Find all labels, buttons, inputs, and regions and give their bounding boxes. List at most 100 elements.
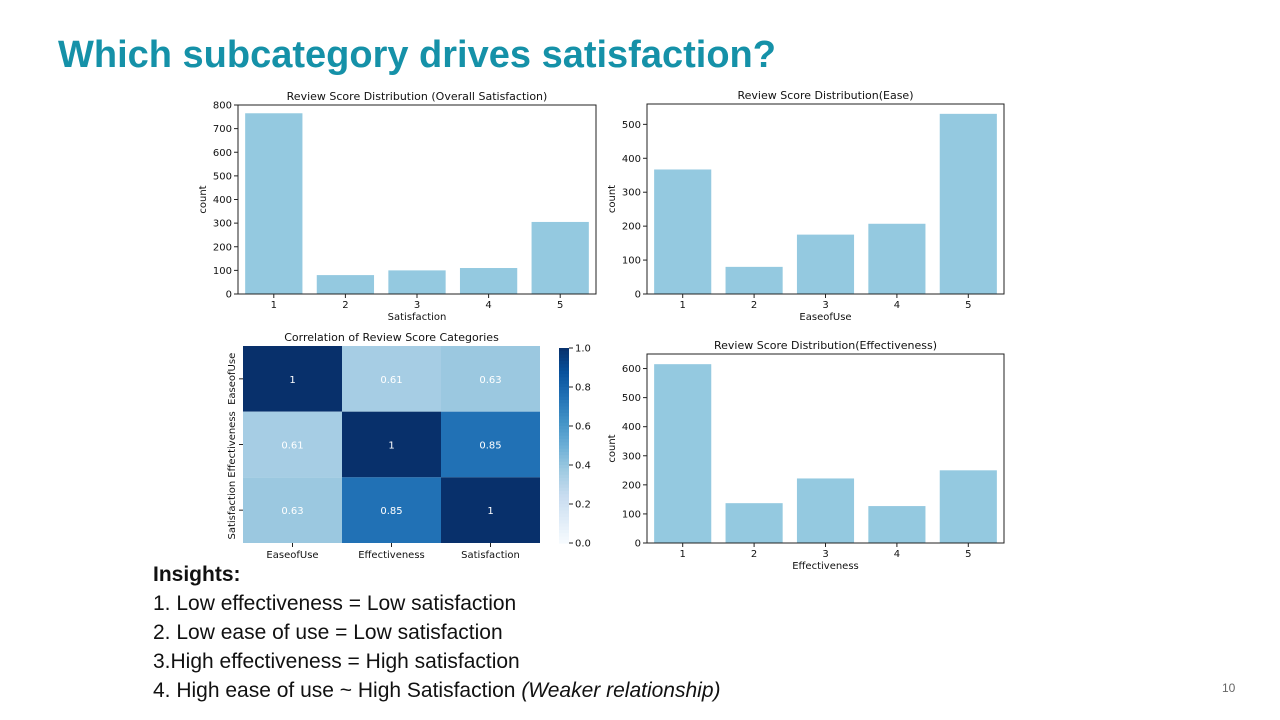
insights-box: Insights: 1. Low effectiveness = Low sat… — [153, 560, 721, 705]
colorbar-segment — [559, 413, 569, 417]
chart-title: Review Score Distribution (Overall Satis… — [287, 90, 548, 103]
x-tick-label: Satisfaction — [461, 550, 520, 561]
y-axis-label: count — [607, 434, 618, 462]
bar — [245, 113, 303, 294]
colorbar-segment — [559, 491, 569, 495]
colorbar-segment — [559, 442, 569, 447]
y-tick-label: 300 — [622, 451, 641, 462]
y-tick-label: 600 — [213, 148, 232, 159]
x-axis-label: EaseofUse — [799, 312, 851, 323]
heatmap-value-label: 0.63 — [281, 506, 303, 517]
insight-item-3: 3.High effectiveness = High satisfaction — [153, 647, 721, 676]
colorbar-segment — [559, 461, 569, 466]
colorbar-segment — [559, 357, 569, 362]
y-tick-label: Satisfaction — [227, 481, 238, 540]
bar — [316, 275, 375, 294]
heatmap-value-label: 0.85 — [479, 441, 501, 452]
colorbar-segment — [559, 471, 569, 476]
y-tick-label: 100 — [622, 256, 641, 267]
colorbar-segment — [559, 504, 569, 508]
colorbar-segment — [559, 361, 569, 365]
heatmap-value-label: 1 — [487, 506, 493, 517]
colorbar-segment — [559, 448, 569, 453]
y-tick-label: 0 — [226, 290, 232, 301]
x-tick-label: 5 — [965, 549, 971, 560]
y-tick-label: 400 — [622, 422, 641, 433]
colorbar-tick-label: 0.0 — [575, 539, 591, 550]
colorbar-segment — [559, 458, 569, 463]
colorbar-segment — [559, 370, 569, 375]
colorbar-segment — [559, 422, 569, 427]
colorbar-tick-label: 1.0 — [575, 344, 591, 355]
colorbar-segment — [559, 351, 569, 356]
y-tick-label: Effectiveness — [227, 411, 238, 478]
heatmap-cell — [243, 346, 342, 412]
y-tick-label: 800 — [213, 101, 232, 112]
y-tick-label: 200 — [622, 222, 641, 233]
heatmap-cell — [441, 411, 540, 478]
x-tick-label: 3 — [414, 300, 420, 311]
heatmap-value-label: 1 — [289, 375, 295, 386]
y-tick-label: 500 — [622, 393, 641, 404]
slide-title: Which subcategory drives satisfaction? — [58, 34, 776, 76]
colorbar-segment — [559, 377, 569, 382]
y-tick-label: 700 — [213, 124, 232, 135]
heatmap-cell — [441, 477, 540, 543]
colorbar-segment — [559, 513, 569, 518]
x-tick-label: 4 — [894, 549, 900, 560]
chart-title: Review Score Distribution(Ease) — [738, 89, 914, 102]
colorbar-segment — [559, 533, 569, 538]
colorbar-segment — [559, 393, 569, 398]
colorbar-tick-label: 0.8 — [575, 383, 591, 394]
colorbar-segment — [559, 348, 569, 352]
colorbar-segment — [559, 468, 569, 473]
colorbar-segment — [559, 403, 569, 408]
heatmap-cell — [243, 411, 342, 478]
insight-item-2: 2. Low ease of use = Low satisfaction — [153, 618, 721, 647]
x-tick-label: 1 — [680, 549, 686, 560]
x-tick-label: 2 — [751, 300, 757, 311]
colorbar-segment — [559, 484, 569, 489]
colorbar-segment — [559, 494, 569, 499]
heatmap-cell — [441, 346, 540, 412]
bar — [939, 470, 997, 543]
colorbar-segment — [559, 432, 569, 437]
heatmap-value-label: 0.63 — [479, 375, 501, 386]
insight-text: 4. High ease of use ~ High Satisfaction — [153, 679, 522, 702]
colorbar-segment — [559, 435, 569, 440]
bar — [459, 268, 518, 294]
insight-text: 1. Low effectiveness = Low satisfaction — [153, 592, 517, 615]
colorbar-segment — [559, 536, 569, 541]
x-tick-label: 3 — [822, 300, 828, 311]
colorbar-segment — [559, 409, 569, 414]
colorbar-segment — [559, 523, 569, 528]
colorbar-segment — [559, 517, 569, 521]
bar — [654, 169, 712, 294]
bar — [939, 113, 997, 294]
insight-text: 2. Low ease of use = Low satisfaction — [153, 621, 503, 644]
x-tick-label: 4 — [894, 300, 900, 311]
x-tick-label: 3 — [822, 549, 828, 560]
page-number: 10 — [1222, 681, 1236, 695]
heatmap-cell — [342, 411, 441, 478]
heatmap-cell — [243, 477, 342, 543]
chart-title: Review Score Distribution(Effectiveness) — [714, 339, 937, 352]
bar — [868, 506, 926, 543]
colorbar-segment — [559, 426, 569, 430]
x-tick-label: 5 — [965, 300, 971, 311]
x-tick-label: 5 — [557, 300, 563, 311]
colorbar-segment — [559, 481, 569, 486]
colorbar-segment — [559, 383, 569, 388]
insight-note: (Weaker relationship) — [521, 679, 721, 702]
y-tick-label: 500 — [213, 171, 232, 182]
y-tick-label: 500 — [622, 120, 641, 131]
bar — [725, 503, 783, 543]
colorbar-segment — [559, 416, 569, 421]
y-tick-label: 200 — [622, 480, 641, 491]
colorbar-segment — [559, 455, 569, 460]
y-tick-label: 100 — [213, 266, 232, 277]
colorbar-segment — [559, 520, 569, 525]
y-tick-label: 100 — [622, 509, 641, 520]
chart-title: Correlation of Review Score Categories — [284, 331, 499, 344]
